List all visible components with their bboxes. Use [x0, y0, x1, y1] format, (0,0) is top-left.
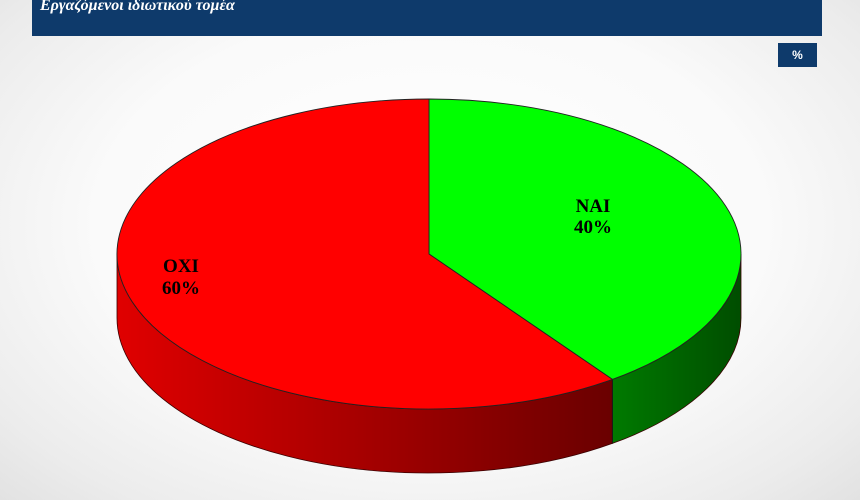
slice-label-oxi: ΟΧΙ: [163, 256, 199, 277]
page-title: Εργαζόμενοι ιδιωτικού τομέα: [40, 0, 235, 14]
pie-tops: [116, 98, 742, 410]
title-bar: Εργαζόμενοι ιδιωτικού τομέα: [32, 0, 822, 36]
pie-slice-nai: [428, 98, 742, 380]
unit-badge: %: [778, 43, 817, 67]
slice-label-nai: ΝΑΙ: [576, 196, 611, 217]
pie-slice-oxi: [116, 98, 614, 410]
slice-value-nai: 40%: [574, 217, 612, 238]
slice-value-oxi: 60%: [162, 278, 200, 299]
